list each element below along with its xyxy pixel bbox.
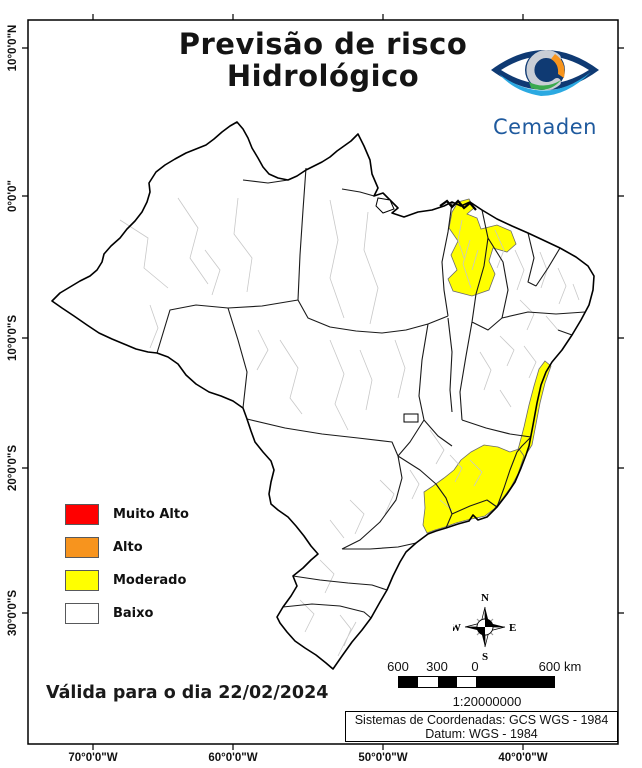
brazil-outline	[51, 121, 595, 670]
marajo-island	[375, 197, 395, 214]
compass-north-label: N	[481, 592, 489, 604]
latitude-label-10n: 10°0'0"N	[7, 25, 19, 72]
title-line-2: Hidrológico	[226, 59, 420, 94]
scale-bar-segment	[437, 677, 457, 687]
scalebar-label-600-left: 600	[387, 659, 409, 674]
coordinate-system-line: Sistemas de Coordenadas: GCS WGS - 1984	[354, 713, 609, 727]
validity-date-text: Válida para o dia 22/02/2024	[46, 683, 329, 703]
municipal-boundaries	[119, 197, 580, 657]
latitude-label-0: 0°0'0"	[7, 180, 19, 212]
cemaden-wordmark: Cemaden	[493, 115, 597, 139]
longitude-label-50w: 50°0'0"W	[358, 752, 407, 764]
legend-label-baixo: Baixo	[113, 606, 154, 621]
compass-south-label: S	[482, 651, 488, 663]
scalebar-label-600km: 600 km	[538, 659, 582, 674]
page-title: Previsão de risco Hidrológico	[123, 28, 523, 93]
legend-swatch-moderado	[65, 570, 99, 591]
cemaden-logo: Cemaden	[476, 30, 614, 139]
coordinate-system-box: Sistemas de Coordenadas: GCS WGS - 1984 …	[345, 711, 618, 742]
scalebar-label-0: 0	[471, 659, 479, 674]
legend-label-moderado: Moderado	[113, 573, 187, 588]
scale-bar	[398, 676, 555, 688]
risk-legend: Muito Alto Alto Moderado Baixo	[65, 504, 189, 636]
scale-bar-segment	[476, 677, 554, 687]
legend-item-moderado: Moderado	[65, 570, 189, 591]
latitude-label-30s: 30°0'0"S	[7, 590, 19, 636]
longitude-label-60w: 60°0'0"W	[208, 752, 257, 764]
risk-region-southeast	[422, 444, 525, 534]
legend-item-baixo: Baixo	[65, 603, 189, 624]
latitude-ticks-right	[618, 47, 624, 614]
state-boundaries	[156, 167, 586, 619]
longitude-label-70w: 70°0'0"W	[68, 752, 117, 764]
legend-swatch-baixo	[65, 603, 99, 624]
compass-west-label: W	[453, 622, 461, 634]
legend-item-muito-alto: Muito Alto	[65, 504, 189, 525]
cemaden-eye-icon	[491, 50, 599, 96]
distrito-federal	[403, 413, 419, 423]
datum-line: Datum: WGS - 1984	[425, 727, 538, 741]
latitude-label-10s: 10°0'0"S	[7, 315, 19, 361]
longitude-ticks-top	[92, 14, 524, 20]
title-line-1: Previsão de risco	[178, 27, 468, 61]
legend-label-muito-alto: Muito Alto	[113, 507, 189, 522]
map-frame	[27, 19, 619, 745]
longitude-label-40w: 40°0'0"W	[498, 752, 547, 764]
compass-east-label: E	[509, 622, 516, 634]
scale-ratio-text: 1:20000000	[452, 694, 522, 709]
legend-swatch-muito-alto	[65, 504, 99, 525]
compass-rose-icon: N S W E	[453, 592, 516, 663]
scale-bar-segment	[399, 677, 419, 687]
north-coast-detail	[439, 199, 477, 211]
legend-label-alto: Alto	[113, 540, 143, 555]
legend-swatch-alto	[65, 537, 99, 558]
risk-region-western-maranhao	[447, 198, 517, 297]
longitude-ticks-bottom	[92, 744, 524, 750]
latitude-label-20s: 20°0'0"S	[7, 445, 19, 491]
scalebar-label-300: 300	[426, 659, 448, 674]
latitude-ticks-left	[22, 47, 28, 614]
scalebar-labels: 600 300 0 600 km	[0, 659, 642, 674]
legend-item-alto: Alto	[65, 537, 189, 558]
